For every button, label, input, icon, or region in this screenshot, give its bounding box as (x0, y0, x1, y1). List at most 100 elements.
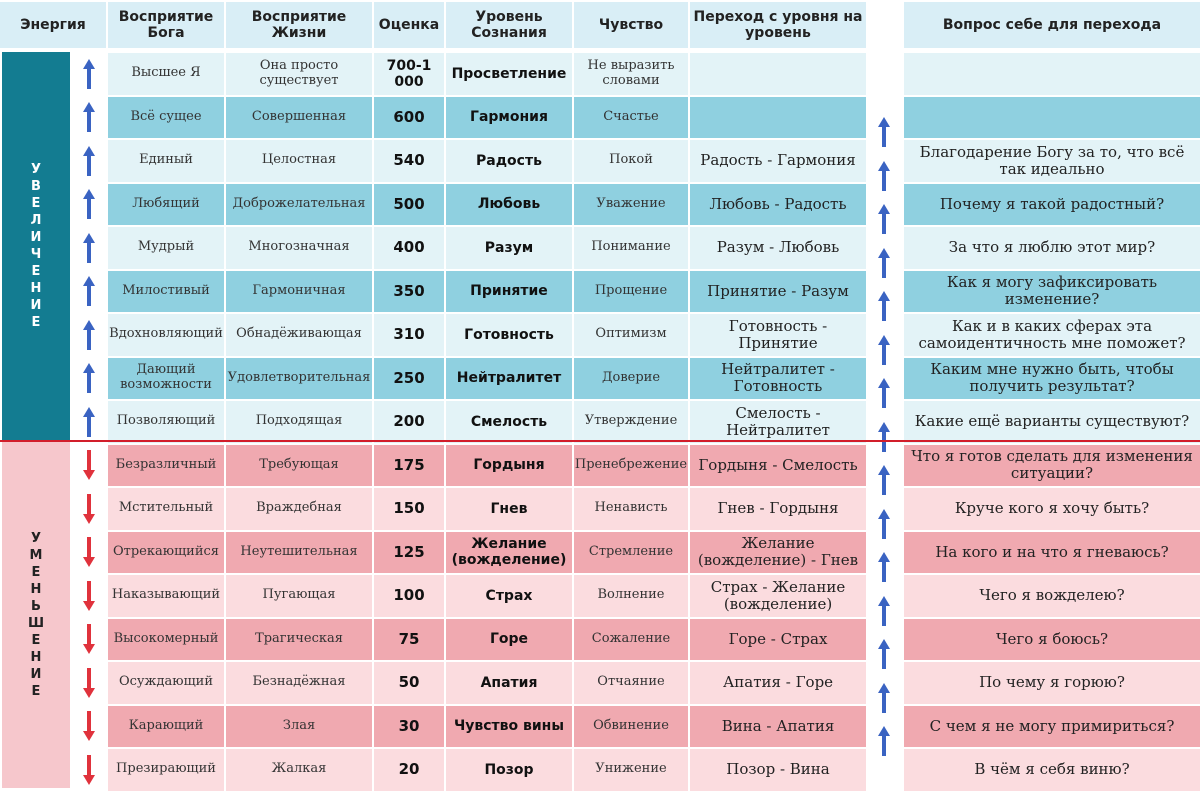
cell-level: Страх (446, 575, 572, 617)
cell-god: Карающий (108, 705, 224, 747)
energy-increase-band (2, 52, 70, 440)
up-arrow-icon (83, 58, 95, 89)
cell-god: Любящий (108, 183, 224, 225)
transition-up-arrow-icon (878, 247, 890, 278)
cell-transition: Радость - Гармония (690, 140, 866, 182)
energy-letter: И (30, 230, 42, 245)
cell-question: Чего я вожделею? (904, 575, 1200, 617)
cell-feeling: Сожаление (574, 618, 688, 660)
row-arrow-cell (72, 96, 106, 138)
cell-question: Что я готов сделать для изменения ситуац… (904, 444, 1200, 486)
down-arrow-icon (83, 580, 95, 611)
divider-line (0, 440, 1200, 442)
cell-life: Удовлетворительная (226, 357, 372, 399)
down-arrow-icon (83, 711, 95, 742)
cell-life: Пугающая (226, 575, 372, 617)
transition-up-arrow-icon (878, 291, 890, 321)
cell-god: Высшее Я (108, 53, 224, 95)
header-god: Восприятие Бога (108, 2, 224, 48)
cell-question: Как и в каких сферах эта самоидентичност… (904, 314, 1200, 356)
cell-question: В чём я себя виню? (904, 749, 1200, 791)
cell-transition: Готовность - Принятие (690, 314, 866, 356)
cell-feeling: Не выразить словами (574, 53, 688, 95)
cell-life: Подходящая (226, 401, 372, 443)
row-arrow-cell (72, 444, 106, 486)
cell-score: 50 (374, 662, 444, 704)
cell-score: 310 (374, 314, 444, 356)
header-life: Восприятие Жизни (226, 2, 372, 48)
cell-transition (690, 96, 866, 138)
row-arrow-cell (72, 227, 106, 269)
header-feeling: Чувство (574, 2, 688, 48)
cell-god: Высокомерный (108, 618, 224, 660)
cell-score: 400 (374, 227, 444, 269)
row-arrow-cell (72, 531, 106, 573)
cell-score: 600 (374, 96, 444, 138)
energy-letter: Е (31, 565, 41, 580)
down-arrow-icon (83, 624, 95, 655)
cell-transition: Страх - Желание (вожделение) (690, 575, 866, 617)
energy-letter: Л (30, 213, 42, 228)
energy-letter: Н (30, 281, 42, 296)
cell-score: 125 (374, 531, 444, 573)
energy-letter: Е (31, 684, 41, 699)
transition-up-arrow-icon (878, 595, 890, 626)
energy-letter: Е (31, 264, 41, 279)
cell-feeling: Обвинение (574, 705, 688, 747)
cell-question: Каким мне нужно быть, чтобы получить рез… (904, 357, 1200, 399)
row-arrow-cell (72, 618, 106, 660)
cell-score: 100 (374, 575, 444, 617)
cell-question: По чему я горюю? (904, 662, 1200, 704)
cell-level: Гармония (446, 96, 572, 138)
cell-level: Чувство вины (446, 705, 572, 747)
cell-feeling: Пренебрежение (574, 444, 688, 486)
cell-life: Требующая (226, 444, 372, 486)
up-arrow-icon (83, 145, 95, 176)
cell-level: Готовность (446, 314, 572, 356)
up-arrow-icon (83, 363, 95, 394)
cell-level: Позор (446, 749, 572, 791)
cell-transition: Гнев - Гордыня (690, 488, 866, 530)
cell-question: Почему я такой радостный? (904, 183, 1200, 225)
header-score: Оценка (374, 2, 444, 48)
cell-god: Отрекающийся (108, 531, 224, 573)
cell-transition: Любовь - Радость (690, 183, 866, 225)
cell-question: Круче кого я хочу быть? (904, 488, 1200, 530)
cell-god: Осуждающий (108, 662, 224, 704)
cell-life: Многозначная (226, 227, 372, 269)
cell-feeling: Доверие (574, 357, 688, 399)
down-arrow-icon (83, 754, 95, 785)
down-arrow-icon (83, 537, 95, 568)
energy-letter: Н (30, 582, 42, 597)
energy-decrease-band (2, 442, 70, 788)
cell-feeling: Уважение (574, 183, 688, 225)
cell-god: Милостивый (108, 270, 224, 312)
cell-level: Гнев (446, 488, 572, 530)
cell-god: Мудрый (108, 227, 224, 269)
cell-feeling: Унижение (574, 749, 688, 791)
cell-level: Любовь (446, 183, 572, 225)
transition-up-arrow-icon (878, 204, 890, 234)
cell-transition: Нейтралитет - Готовность (690, 357, 866, 399)
cell-question: Благодарение Богу за то, что всё так иде… (904, 140, 1200, 182)
cell-level: Разум (446, 227, 572, 269)
cell-feeling: Прощение (574, 270, 688, 312)
cell-feeling: Понимание (574, 227, 688, 269)
cell-score: 75 (374, 618, 444, 660)
transition-up-arrow-icon (878, 552, 890, 582)
cell-life: Неутешительная (226, 531, 372, 573)
cell-god: Презирающий (108, 749, 224, 791)
cell-life: Враждебная (226, 488, 372, 530)
cell-question: На кого и на что я гневаюсь? (904, 531, 1200, 573)
cell-transition: Горе - Страх (690, 618, 866, 660)
cell-level: Гордыня (446, 444, 572, 486)
row-arrow-cell (72, 53, 106, 95)
cell-question: Какие ещё варианты существуют? (904, 401, 1200, 443)
cell-life: Трагическая (226, 618, 372, 660)
energy-letter: М (29, 548, 43, 563)
cell-life: Гармоничная (226, 270, 372, 312)
cell-life: Жалкая (226, 749, 372, 791)
header-energy: Энергия (0, 2, 106, 48)
cell-feeling: Волнение (574, 575, 688, 617)
down-arrow-icon (83, 450, 95, 481)
